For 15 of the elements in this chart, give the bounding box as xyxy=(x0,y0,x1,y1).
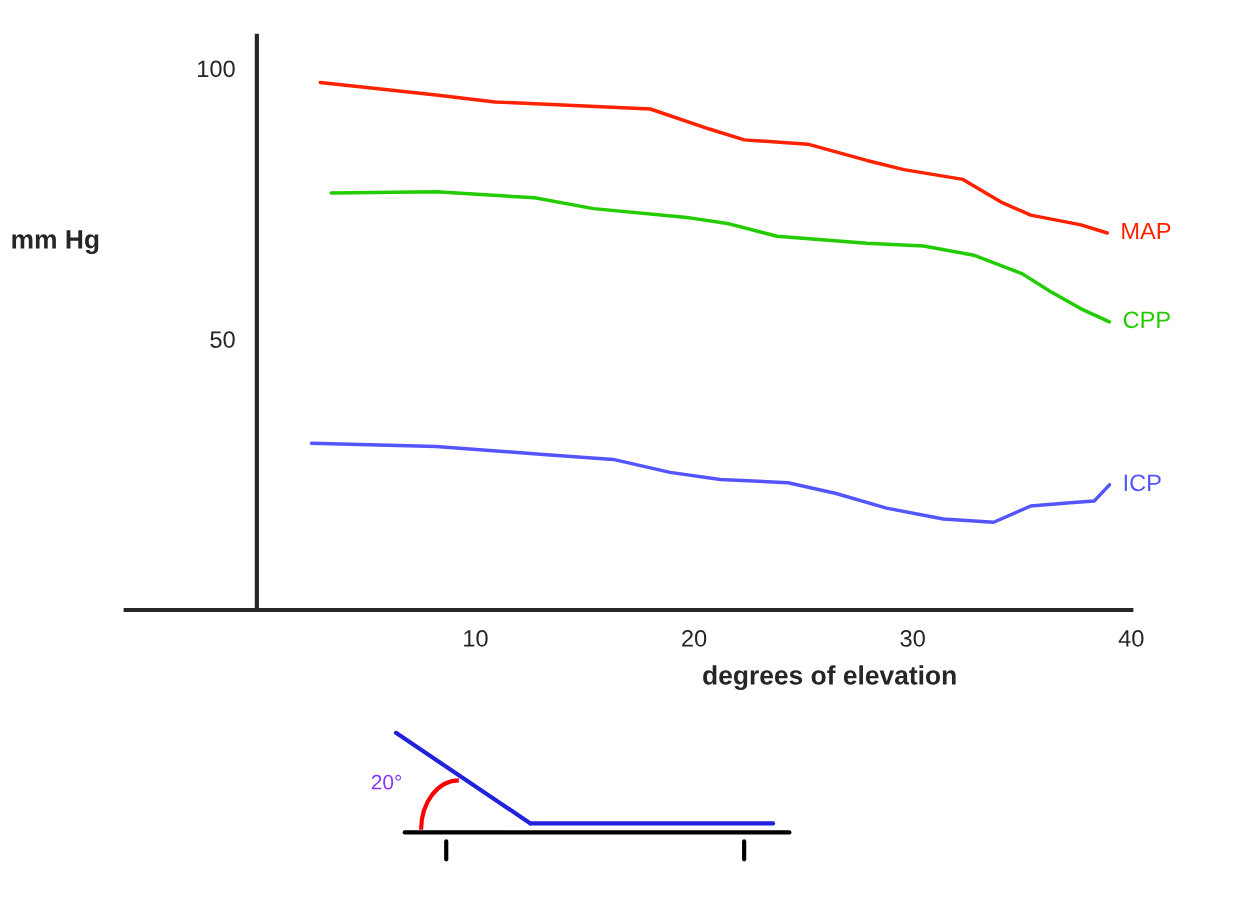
x-tick-label: 40 xyxy=(1118,630,1144,647)
line-series xyxy=(309,441,1112,524)
series-label: MAP xyxy=(1122,222,1171,240)
line-series xyxy=(329,190,1112,324)
x-tick-label: 30 xyxy=(900,630,925,647)
x-tick-label: 20 xyxy=(682,630,707,647)
text: 20° xyxy=(371,774,402,790)
line-series xyxy=(318,80,1109,235)
y-tick-label: 50 xyxy=(210,331,235,348)
y-tick-label: 100 xyxy=(198,60,235,78)
x-tick-label: 10 xyxy=(464,630,488,647)
series-label: CPP xyxy=(1123,311,1170,329)
x-axis-title: degrees of elevation xyxy=(703,665,956,691)
series-label: ICP xyxy=(1124,474,1161,492)
y-axis-title: mm Hg xyxy=(12,230,99,255)
